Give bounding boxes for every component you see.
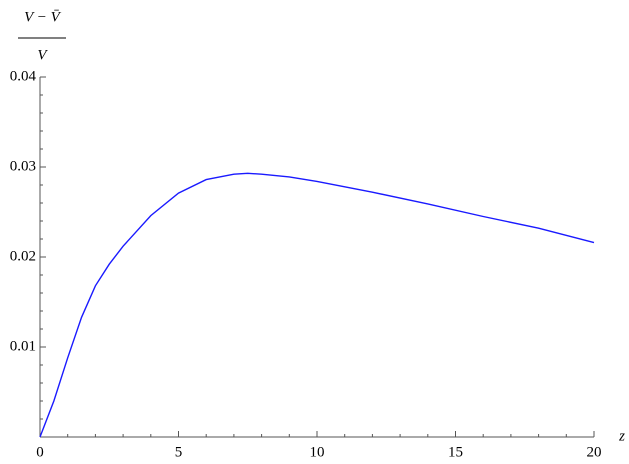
y-tick-label: 0.03 [10, 158, 36, 174]
x-tick-label: 5 [175, 444, 183, 460]
y-tick-label: 0.04 [10, 68, 37, 84]
y-label-denominator: V [37, 47, 48, 63]
x-label: z [618, 428, 625, 444]
x-tick-label: 10 [310, 444, 325, 460]
y-tick-label: 0.01 [10, 338, 36, 354]
x-tick-label: 20 [587, 444, 602, 460]
y-tick-label: 0.02 [10, 248, 36, 264]
y-label-numerator: V − V̄ [24, 9, 62, 25]
x-tick-label: 15 [448, 444, 463, 460]
x-tick-label: 0 [36, 444, 44, 460]
curve [39, 172, 595, 438]
